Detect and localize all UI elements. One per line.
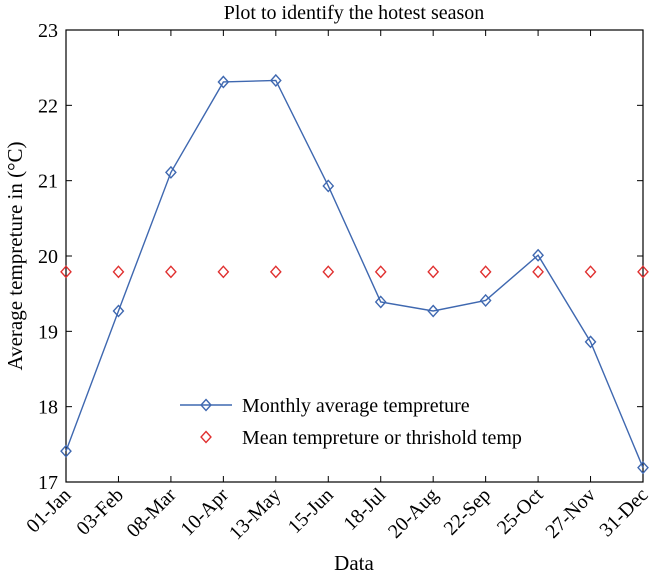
- y-tick-label: 17: [38, 472, 58, 494]
- x-tick-label: 13-May: [225, 484, 285, 544]
- data-point-marker: [217, 265, 230, 279]
- data-point-marker: [637, 265, 649, 279]
- data-point-marker: [322, 265, 335, 279]
- x-tick-label: 10-Apr: [176, 484, 233, 541]
- x-axis-label: Data: [334, 551, 374, 575]
- data-point-marker: [269, 265, 282, 279]
- data-point-marker: [60, 265, 72, 279]
- data-point-marker: [637, 461, 649, 475]
- series-layer: [60, 73, 649, 475]
- x-tick-label: 15-Jun: [284, 484, 338, 538]
- x-tick-label: 25-Oct: [493, 484, 548, 539]
- data-point-marker: [479, 293, 492, 307]
- chart-title: Plot to identify the hotest season: [224, 2, 485, 24]
- series-line: [65, 79, 644, 468]
- data-point-marker: [584, 265, 597, 279]
- y-tick-label: 18: [38, 397, 58, 419]
- data-point-marker: [165, 165, 177, 179]
- data-point-marker: [532, 248, 544, 262]
- data-point-marker: [217, 75, 230, 89]
- y-tick-label: 19: [38, 321, 58, 343]
- data-point-marker: [427, 265, 440, 279]
- series-2: [60, 265, 649, 279]
- y-tick-label: 23: [38, 20, 58, 42]
- y-tick-label: 21: [38, 171, 58, 193]
- data-point-marker: [584, 335, 597, 349]
- data-point-marker: [165, 265, 177, 279]
- data-point-marker: [479, 265, 492, 279]
- legend: Monthly average tempreture Mean tempretur…: [180, 395, 522, 449]
- y-tick-label: 22: [38, 95, 58, 117]
- y-tick-label: 20: [38, 246, 58, 268]
- data-point-marker: [60, 444, 72, 458]
- data-point-marker: [374, 265, 387, 279]
- x-tick-label: 31-Dec: [595, 484, 650, 541]
- series-1: [60, 73, 649, 475]
- data-point-marker: [374, 295, 387, 309]
- x-tick-label: 03-Feb: [72, 484, 128, 540]
- x-tick-label: 08-Mar: [122, 484, 180, 542]
- x-tick-label: 20-Aug: [384, 484, 443, 543]
- legend-marker: [200, 398, 212, 412]
- legend-label: Monthly average tempreture: [242, 395, 470, 417]
- x-tick-label: 27-Nov: [541, 484, 600, 543]
- data-point-marker: [112, 265, 125, 279]
- data-point-marker: [269, 73, 282, 88]
- data-point-marker: [112, 304, 125, 318]
- data-point-marker: [532, 265, 544, 279]
- x-tick-label: 22-Sep: [440, 484, 496, 540]
- legend-label: Mean tempreture or thrishold temp: [242, 427, 522, 449]
- y-axis: 17 18 19 20 21 22 23: [38, 20, 643, 494]
- y-axis-label: Average tempreture in (°C): [3, 142, 27, 371]
- data-point-marker: [322, 179, 335, 193]
- data-point-marker: [427, 304, 440, 318]
- legend-marker: [200, 430, 212, 444]
